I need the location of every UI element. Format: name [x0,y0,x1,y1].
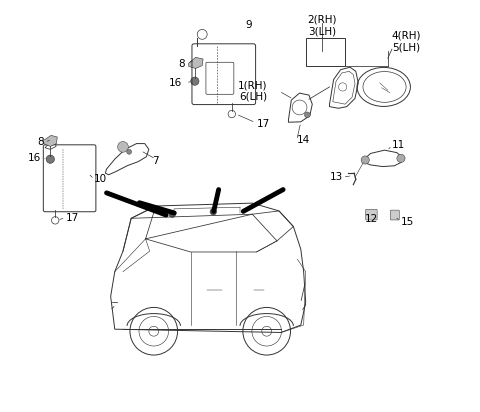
Text: 14: 14 [297,135,310,145]
Text: 15: 15 [401,217,414,227]
Circle shape [210,208,216,215]
Text: 7: 7 [153,156,159,166]
Circle shape [397,154,405,162]
Text: 12: 12 [365,214,378,224]
Text: 13: 13 [330,172,344,182]
Text: 4(RH)
5(LH): 4(RH) 5(LH) [392,31,421,53]
Text: 1(RH)
6(LH): 1(RH) 6(LH) [238,80,267,102]
Text: 8: 8 [178,59,185,69]
Circle shape [46,155,54,163]
Text: 16: 16 [28,152,41,163]
FancyBboxPatch shape [366,209,377,220]
Circle shape [118,142,128,152]
Circle shape [304,112,310,118]
Text: 17: 17 [65,213,79,223]
FancyBboxPatch shape [390,210,399,220]
Text: 9: 9 [245,20,252,30]
Circle shape [191,77,199,85]
Text: 16: 16 [168,78,182,88]
Circle shape [169,211,176,218]
Text: 2(RH)
3(LH): 2(RH) 3(LH) [307,14,337,36]
Text: 8: 8 [37,137,44,147]
Polygon shape [44,136,57,146]
Circle shape [127,149,132,154]
Text: 10: 10 [94,174,108,184]
Text: 11: 11 [392,140,405,150]
Text: 17: 17 [256,119,270,129]
Polygon shape [189,57,203,68]
Circle shape [361,156,369,164]
